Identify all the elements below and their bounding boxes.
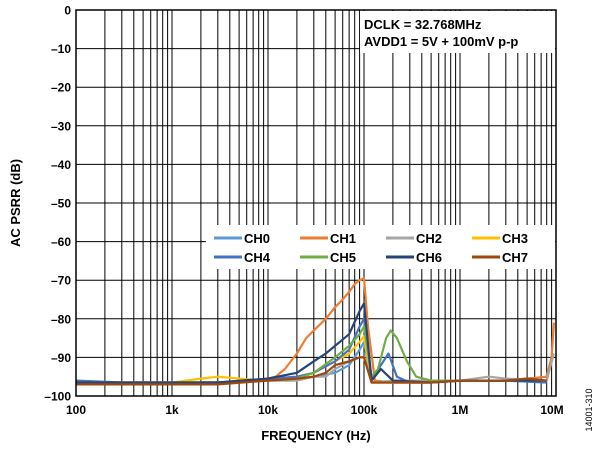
y-tick-label: –90 (51, 351, 71, 365)
series-line-ch6 (76, 302, 547, 384)
legend-label-ch1: CH1 (330, 231, 356, 246)
series-line-ch5 (76, 325, 547, 384)
y-tick-label: –60 (51, 235, 71, 249)
y-tick-label: –20 (51, 81, 71, 95)
y-tick-label: –70 (51, 274, 71, 288)
series-line-ch7 (76, 356, 547, 386)
legend-label-ch0: CH0 (244, 231, 270, 246)
y-tick-label: –50 (51, 197, 71, 211)
x-axis-title: FREQUENCY (Hz) (261, 428, 371, 443)
y-tick-label: –30 (51, 119, 71, 133)
x-tick-label: 100k (351, 403, 378, 417)
y-tick-label: –10 (51, 42, 71, 56)
x-tick-label: 10M (540, 403, 563, 417)
legend-box (206, 225, 555, 269)
legend-label-ch6: CH6 (416, 250, 442, 265)
legend-label-ch5: CH5 (330, 250, 356, 265)
x-tick-label: 1M (452, 403, 469, 417)
plot-frame (75, 9, 557, 397)
x-tick-label: 100 (66, 403, 86, 417)
y-tick-label: –80 (51, 312, 71, 326)
annotation-text: DCLK = 32.768MHz (364, 17, 482, 32)
x-tick-label: 10k (258, 403, 278, 417)
y-tick-label: –40 (51, 158, 71, 172)
series-line-ch3 (76, 335, 547, 384)
annotation-box (360, 11, 555, 53)
y-tick-label: 0 (64, 4, 71, 18)
y-tick-label: –100 (44, 390, 71, 404)
figure-id: 14001-310 (584, 388, 594, 431)
legend-label-ch4: CH4 (244, 250, 271, 265)
legend-label-ch7: CH7 (502, 250, 528, 265)
legend-label-ch2: CH2 (416, 231, 442, 246)
y-axis-title: AC PSRR (dB) (8, 159, 23, 247)
annotation-text: AVDD1 = 5V + 100mV p-p (364, 34, 518, 49)
x-tick-label: 1k (165, 403, 179, 417)
legend-label-ch3: CH3 (502, 231, 528, 246)
series-line-ch1 (76, 277, 555, 386)
